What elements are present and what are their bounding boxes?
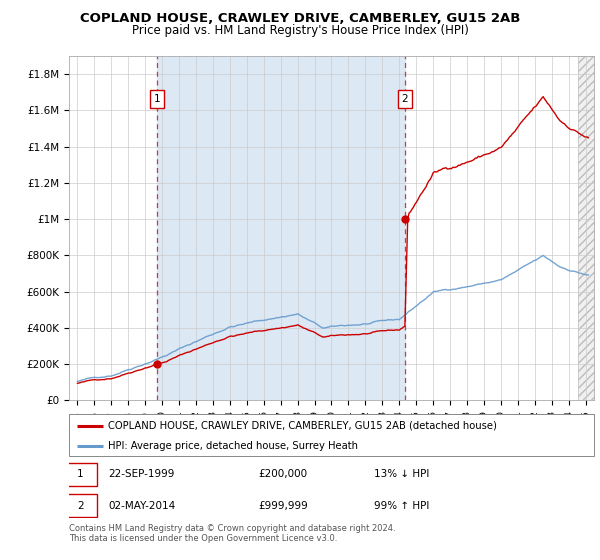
Text: 2: 2 bbox=[401, 94, 409, 104]
FancyBboxPatch shape bbox=[64, 463, 97, 486]
Text: 2: 2 bbox=[77, 501, 84, 511]
Text: COPLAND HOUSE, CRAWLEY DRIVE, CAMBERLEY, GU15 2AB: COPLAND HOUSE, CRAWLEY DRIVE, CAMBERLEY,… bbox=[80, 12, 520, 25]
Text: 13% ↓ HPI: 13% ↓ HPI bbox=[373, 469, 429, 479]
Bar bbox=[157, 56, 405, 400]
FancyBboxPatch shape bbox=[64, 494, 97, 517]
Text: HPI: Average price, detached house, Surrey Heath: HPI: Average price, detached house, Surr… bbox=[109, 441, 358, 451]
Text: £999,999: £999,999 bbox=[258, 501, 308, 511]
Text: COPLAND HOUSE, CRAWLEY DRIVE, CAMBERLEY, GU15 2AB (detached house): COPLAND HOUSE, CRAWLEY DRIVE, CAMBERLEY,… bbox=[109, 421, 497, 431]
Text: 1: 1 bbox=[154, 94, 161, 104]
Text: 1: 1 bbox=[77, 469, 84, 479]
Text: 02-MAY-2014: 02-MAY-2014 bbox=[109, 501, 176, 511]
Text: 99% ↑ HPI: 99% ↑ HPI bbox=[373, 501, 429, 511]
Text: Price paid vs. HM Land Registry's House Price Index (HPI): Price paid vs. HM Land Registry's House … bbox=[131, 24, 469, 36]
Text: Contains HM Land Registry data © Crown copyright and database right 2024.
This d: Contains HM Land Registry data © Crown c… bbox=[69, 524, 395, 543]
Bar bbox=[578, 56, 594, 400]
FancyBboxPatch shape bbox=[69, 414, 594, 456]
Text: £200,000: £200,000 bbox=[258, 469, 307, 479]
Text: 22-SEP-1999: 22-SEP-1999 bbox=[109, 469, 175, 479]
